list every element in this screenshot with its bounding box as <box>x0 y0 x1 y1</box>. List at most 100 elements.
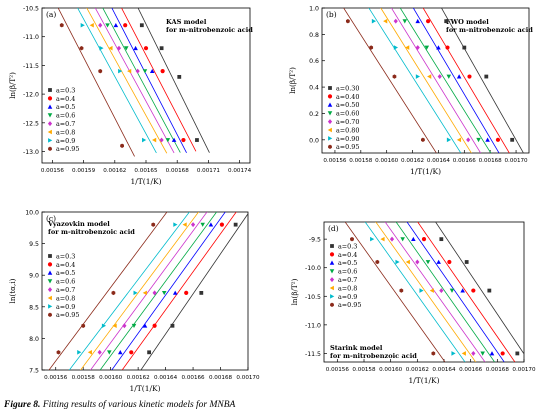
data-point-0.3 <box>170 323 175 328</box>
data-point-0.9 <box>370 236 375 242</box>
legend-marker-0.6 <box>329 269 335 274</box>
legend-marker-0.95 <box>328 144 332 149</box>
fit-line-0.8 <box>375 222 477 362</box>
data-point-0.3 <box>487 288 492 293</box>
data-point-0.9 <box>395 259 400 265</box>
legend-label: a=0.9 <box>56 303 75 311</box>
data-point-0.7 <box>190 222 196 228</box>
legend-marker-0.6 <box>47 113 53 118</box>
chart-panel-a: 0.00156 0.00159 0.00162 0.00165 0.00168 0.001… <box>8 6 253 187</box>
x-tick-label: 0.00162 <box>406 367 429 373</box>
legend-label: a=0.95 <box>56 145 79 153</box>
data-point-0.8 <box>127 68 132 74</box>
legend-marker-0.8 <box>329 285 334 291</box>
legend-marker-0.3 <box>328 86 332 90</box>
legend-label: a=0.8 <box>56 294 75 302</box>
legend-label: a=0.60 <box>336 110 359 118</box>
data-point-0.4 <box>445 45 450 50</box>
y-tick-label: -12.5 <box>23 120 39 127</box>
data-point-0.5 <box>149 68 155 74</box>
y-tick-label: -9.5 <box>309 237 321 244</box>
fit-line-0.9 <box>368 8 462 153</box>
x-axis-label: 1/T(1/K) <box>408 376 439 385</box>
legend-label: a=0.6 <box>56 278 75 286</box>
x-tick-label: 0.00164 <box>432 367 456 373</box>
x-tick-label: 0.00168 <box>166 168 190 174</box>
y-tick-label: -10.0 <box>305 265 321 272</box>
data-point-0.8 <box>405 45 410 50</box>
data-point-0.4 <box>184 290 189 295</box>
data-point-0.3 <box>147 350 152 355</box>
x-tick-label: 0.00158 <box>72 375 96 381</box>
legend-label: a=0.5 <box>56 103 75 111</box>
y-axis-label: ln(β/T²) <box>290 278 299 305</box>
data-point-0.9 <box>142 137 147 143</box>
figure-caption: Figure 8. Fitting results of various kin… <box>4 400 235 410</box>
legend-label: a=0.95 <box>338 301 361 309</box>
data-point-0.5 <box>118 350 123 355</box>
data-point-0.7 <box>439 288 444 294</box>
data-points <box>56 222 238 355</box>
data-point-0.9 <box>173 222 178 227</box>
legend-marker-0.4 <box>329 252 335 257</box>
legend-label: a=0.70 <box>336 118 359 126</box>
data-point-0.4 <box>129 350 134 355</box>
data-point-0.8 <box>89 22 94 28</box>
x-tick-label: 0.00170 <box>504 158 528 164</box>
legend-marker-0.4 <box>47 96 53 101</box>
data-point-0.4 <box>425 19 431 24</box>
data-point-0.3 <box>444 19 449 24</box>
panel-label: (c) <box>46 214 56 223</box>
x-tick-label: 0.00165 <box>134 168 158 174</box>
data-point-0.95 <box>98 68 103 74</box>
data-point-0.7 <box>97 349 102 355</box>
data-point-0.4 <box>143 46 149 51</box>
legend: a=0.3a=0.4a=0.5a=0.6a=0.7a=0.8a=0.9a=0.9… <box>329 242 361 309</box>
legend-label: a=0.40 <box>336 93 359 101</box>
data-point-0.6 <box>105 23 110 28</box>
data-point-0.3 <box>484 74 489 79</box>
y-tick-label: -13.0 <box>23 149 39 156</box>
data-point-0.5 <box>172 290 178 295</box>
data-point-0.8 <box>429 288 434 293</box>
x-tick-label: 0.00164 <box>154 375 178 381</box>
y-axis-label: ln(β/T²) <box>288 67 297 94</box>
chart-title: Starink model <box>330 344 383 352</box>
y-tick-label: -11.5 <box>23 63 39 70</box>
chart-subtitle: for m-nitrobenzoic acid <box>166 26 253 34</box>
data-point-0.8 <box>456 137 462 143</box>
data-point-0.5 <box>411 236 416 242</box>
x-tick-label: 0.00166 <box>453 158 477 164</box>
data-point-0.6 <box>476 137 481 143</box>
legend-label: a=0.7 <box>56 120 75 128</box>
data-point-0.3 <box>439 237 444 242</box>
legend-marker-0.7 <box>327 119 333 125</box>
legend-label: a=0.7 <box>338 276 357 284</box>
fit-line-0.3 <box>140 213 248 370</box>
chart-panel-d: 0.00156 0.00158 0.00160 0.00162 0.00164 0.001… <box>290 221 536 385</box>
fit-line-0.4 <box>121 8 197 152</box>
data-point-0.5 <box>436 259 441 264</box>
y-tick-label: -10.5 <box>305 294 321 301</box>
legend-marker-0.3 <box>330 244 334 248</box>
data-point-0.7 <box>389 236 395 242</box>
legend-label: a=0.8 <box>56 128 75 136</box>
y-tick-label: -11.5 <box>305 351 321 358</box>
data-point-0.9 <box>77 350 82 355</box>
legend-marker-0.6 <box>47 279 53 284</box>
fit-line-0.5 <box>412 8 500 153</box>
plot-frame <box>41 211 249 371</box>
data-point-0.8 <box>427 74 432 79</box>
data-point-0.7 <box>466 137 471 143</box>
data-point-0.8 <box>182 222 187 227</box>
data-point-0.7 <box>415 45 420 51</box>
legend-label: a=0.3 <box>56 86 75 94</box>
legend-marker-0.7 <box>329 277 335 283</box>
legend: a=0.30a=0.40a=0.50a=0.60a=0.70a=0.80a=0.… <box>327 84 359 151</box>
data-point-0.4 <box>500 351 505 356</box>
legend-label: a=0.5 <box>56 269 75 277</box>
data-point-0.3 <box>159 46 164 51</box>
x-tick-label: 0.00158 <box>352 367 376 373</box>
data-point-0.9 <box>415 74 421 79</box>
fit-line-0.5 <box>406 222 505 362</box>
